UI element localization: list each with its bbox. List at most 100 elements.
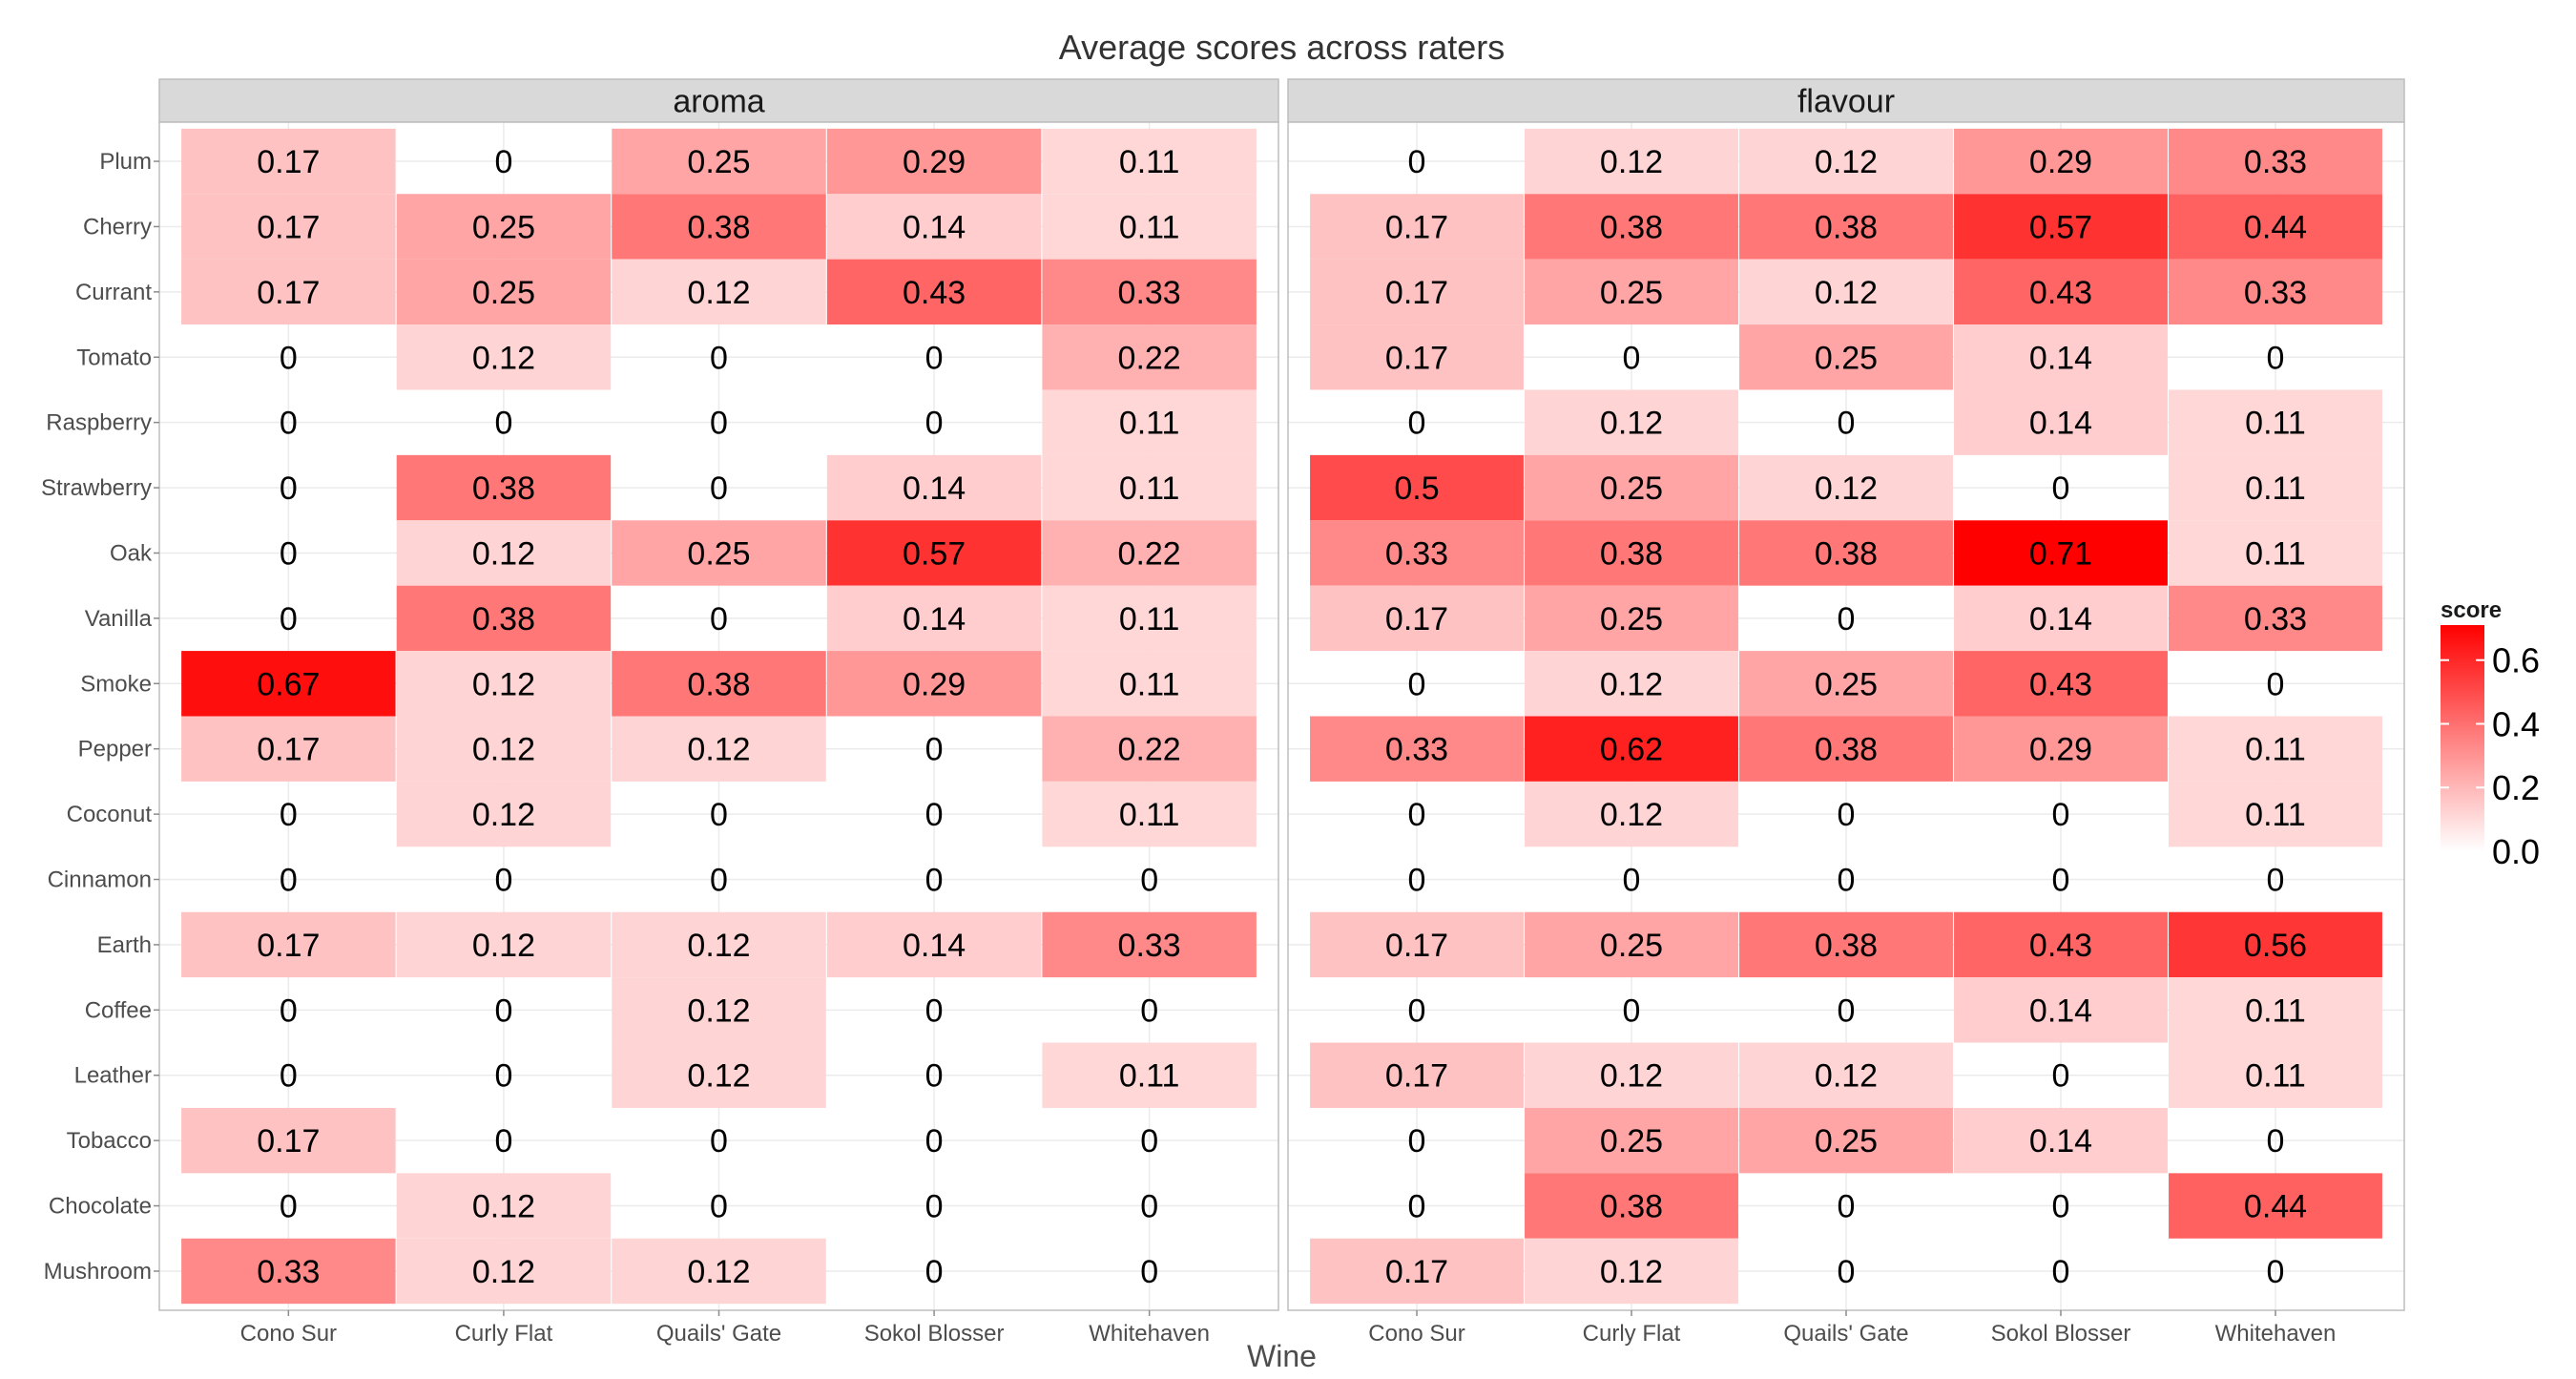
heatmap-cell [826, 259, 1042, 325]
y-tick-label: Tobacco [67, 1128, 152, 1154]
cell-value-label: 0.25 [1815, 340, 1878, 376]
cell-value-label: 0.14 [2029, 340, 2092, 376]
cell-value-label: 0.12 [1600, 406, 1663, 442]
cell-value-label: 0.12 [687, 992, 750, 1029]
cell-value-label: 0 [1623, 340, 1641, 376]
cell-value-label: 0.33 [1118, 275, 1181, 311]
cell-value-label: 0.57 [903, 535, 966, 572]
heatmap-cell [2169, 977, 2382, 1043]
legend-tick-label: 0.2 [2492, 768, 2540, 807]
cell-value-label: 0.43 [903, 275, 966, 311]
y-tick-label: Tomato [76, 345, 152, 370]
cell-value-label: 0.17 [1385, 209, 1448, 245]
heatmap-cell [1042, 259, 1257, 325]
cell-value-label: 0.25 [1600, 275, 1663, 311]
heatmap-cell [1042, 911, 1257, 978]
heatmap-cell [2169, 259, 2382, 325]
heatmap-cell [1310, 324, 1524, 390]
heatmap-cell [1525, 1107, 1738, 1174]
cell-value-label: 0.29 [2029, 732, 2092, 768]
cell-value-label: 0.11 [2245, 732, 2306, 768]
cell-value-label: 0.17 [1385, 601, 1448, 637]
cell-value-label: 0 [2267, 1254, 2285, 1290]
cell-value-label: 0 [280, 406, 298, 442]
cell-value-label: 0 [494, 1058, 512, 1095]
cell-value-label: 0.17 [257, 1123, 320, 1160]
heatmap-cell [1954, 128, 2168, 195]
cell-value-label: 0 [710, 1189, 728, 1225]
heatmap-cell [1310, 1042, 1524, 1108]
facet-label-flavour: flavour [1797, 84, 1895, 120]
cell-value-label: 0 [1140, 992, 1158, 1029]
cell-value-label: 0.38 [1600, 209, 1663, 245]
cell-value-label: 0 [2052, 1058, 2070, 1095]
cell-value-label: 0 [1838, 863, 1856, 899]
cell-value-label: 0 [280, 797, 298, 833]
heatmap-cell [181, 128, 396, 195]
cell-value-label: 0.11 [2245, 535, 2306, 572]
cell-value-label: 0 [1623, 992, 1641, 1029]
heatmap-cell [1525, 259, 1738, 325]
x-tick-label: Curly Flat [1583, 1321, 1681, 1347]
heatmap-cell [1739, 911, 1953, 978]
x-tick-label: Curly Flat [455, 1321, 553, 1347]
y-tick-label: Strawberry [41, 475, 152, 501]
cell-value-label: 0 [925, 732, 944, 768]
cell-value-label: 0.14 [903, 601, 966, 637]
heatmap-cell [1525, 1042, 1738, 1108]
heatmap-cell [612, 128, 826, 195]
cell-value-label: 0 [1408, 1189, 1426, 1225]
cell-value-label: 0.14 [2029, 601, 2092, 637]
x-tick-label: Whitehaven [1089, 1321, 1210, 1347]
cell-value-label: 0.17 [257, 275, 320, 311]
x-tick-label: Cono Sur [1368, 1321, 1465, 1347]
y-tick-label: Coconut [67, 802, 153, 827]
heatmap-cell [396, 1238, 612, 1305]
cell-value-label: 0.17 [257, 928, 320, 964]
cell-value-label: 0.25 [1815, 666, 1878, 702]
cell-value-label: 0.12 [687, 928, 750, 964]
heatmap-cell [1042, 716, 1257, 782]
heatmap-cell [2169, 781, 2382, 847]
heatmap-cell [612, 1238, 826, 1305]
cell-value-label: 0.22 [1118, 535, 1181, 572]
heatmap-cell [826, 194, 1042, 260]
cell-value-label: 0 [925, 406, 944, 442]
cell-value-label: 0.33 [2244, 601, 2307, 637]
cell-value-label: 0.11 [2245, 470, 2306, 507]
heatmap-cell [1525, 1173, 1738, 1239]
heatmap-cell [1042, 585, 1257, 652]
cell-value-label: 0 [2267, 340, 2285, 376]
cell-value-label: 0 [2267, 863, 2285, 899]
heatmap-cell [396, 716, 612, 782]
heatmap-cell [1042, 194, 1257, 260]
heatmap-cell [396, 454, 612, 521]
cell-value-label: 0 [925, 992, 944, 1029]
heatmap-cell [181, 1238, 396, 1305]
cell-value-label: 0.11 [1119, 406, 1180, 442]
cell-value-label: 0.12 [472, 340, 535, 376]
heatmap-cell [1310, 194, 1524, 260]
y-tick-label: Plum [99, 149, 152, 175]
cell-value-label: 0.43 [2029, 275, 2092, 311]
y-tick-label: Raspberry [46, 410, 152, 436]
cell-value-label: 0 [494, 1123, 512, 1160]
heatmap-cell [2169, 911, 2382, 978]
cell-value-label: 0.57 [2029, 209, 2092, 245]
heatmap-cell [2169, 389, 2382, 455]
legend-tick-label: 0.4 [2492, 704, 2540, 743]
heatmap-cell [1310, 520, 1524, 586]
cell-value-label: 0 [2267, 1123, 2285, 1160]
heatmap-cell [1954, 1107, 2168, 1174]
heatmap-cell [1739, 1042, 1953, 1108]
heatmap-cell [1042, 1042, 1257, 1108]
x-tick-label: Cono Sur [240, 1321, 337, 1347]
heatmap-cell [1525, 911, 1738, 978]
cell-value-label: 0.25 [472, 275, 535, 311]
y-tick-label: Pepper [78, 737, 152, 763]
heatmap-cell [1525, 716, 1738, 782]
cell-value-label: 0 [925, 340, 944, 376]
cell-value-label: 0 [2052, 863, 2070, 899]
cell-value-label: 0.25 [1600, 1123, 1663, 1160]
